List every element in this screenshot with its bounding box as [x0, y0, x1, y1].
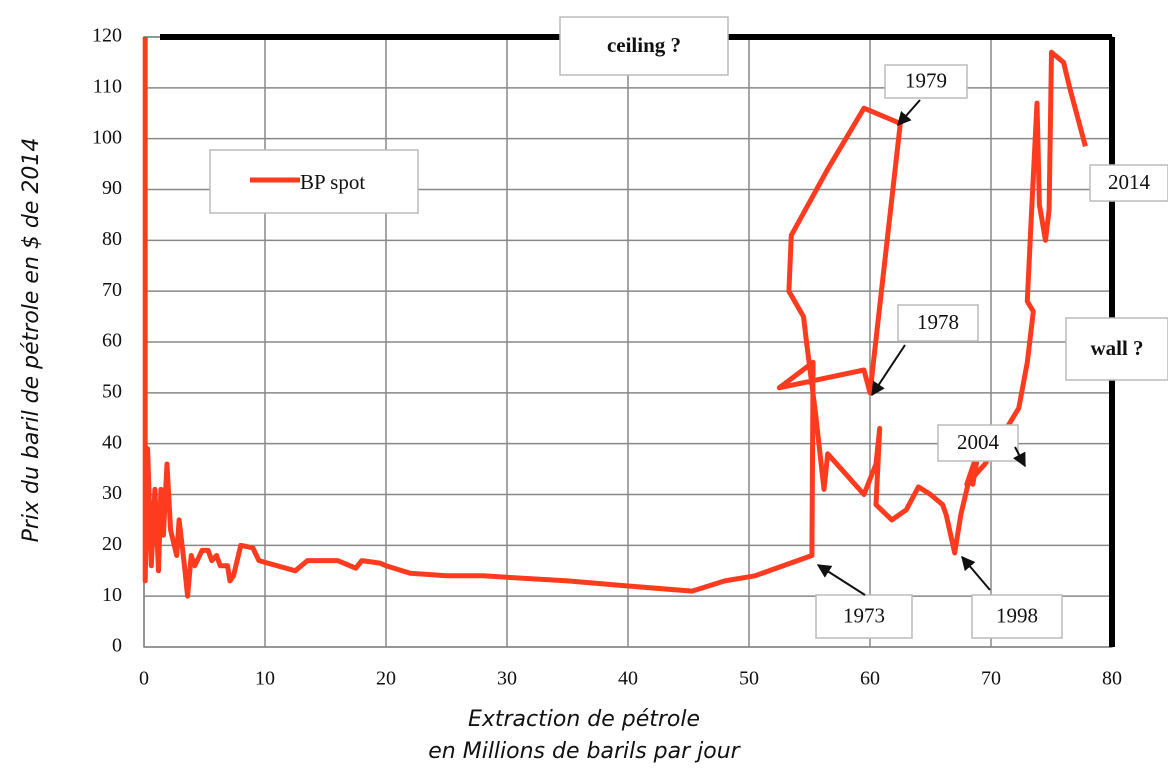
annotation-label: ceiling ?	[607, 33, 681, 57]
y-tick-label: 110	[93, 75, 122, 97]
legend-label: BP spot	[300, 170, 365, 194]
annotation-box	[971, 594, 1063, 639]
y-tick-label: 50	[102, 380, 122, 402]
x-tick-label: 0	[139, 668, 149, 690]
y-tick-label: 120	[92, 25, 122, 47]
x-tick-label: 70	[981, 668, 1001, 690]
legend-box	[209, 149, 419, 214]
annotation-arrow	[1012, 446, 1026, 468]
annotation-label: 2004	[957, 430, 1000, 454]
annotation-arrow	[816, 564, 866, 596]
annotations: BP spot ceiling ? wall ? 1979 2014 1978 2004 19…	[209, 16, 1168, 639]
annotation-label: 1998	[996, 603, 1038, 627]
x-axis-label: en Millions de barils par jour	[428, 739, 741, 764]
x-axis-label: Extraction de pétrole	[468, 707, 700, 732]
annotation-arrow	[871, 344, 906, 397]
annotation-box	[815, 594, 913, 639]
annotation-label: 1978	[917, 310, 959, 334]
annotation-box	[937, 424, 1019, 462]
annotation-box	[897, 304, 979, 342]
annotation-box	[1065, 317, 1168, 381]
y-tick-label: 40	[102, 431, 122, 453]
annotation-label: 2014	[1108, 170, 1151, 194]
x-tick-label: 80	[1102, 668, 1122, 690]
x-tick-label: 30	[497, 668, 517, 690]
y-axis-label: Prix du baril de pétrole en $ de 2014	[19, 138, 44, 543]
y-tick-label: 0	[112, 635, 122, 657]
x-tick-label: 40	[618, 668, 638, 690]
y-tick-label: 20	[102, 533, 122, 555]
data-line	[142, 37, 1088, 599]
y-tick-label: 90	[102, 177, 122, 199]
annotation-box	[884, 64, 968, 99]
annotation-arrow	[897, 99, 921, 127]
annotation-label: wall ?	[1090, 336, 1143, 360]
y-tick-label: 30	[102, 482, 122, 504]
annotation-box	[1089, 164, 1168, 202]
annotation-label: 1979	[905, 68, 947, 92]
x-tick-label: 60	[860, 668, 880, 690]
x-tick-label: 20	[376, 668, 396, 690]
x-tick-label: 10	[255, 668, 275, 690]
annotation-label: 1973	[843, 603, 885, 627]
annotation-box	[559, 16, 729, 76]
y-tick-label: 10	[102, 584, 122, 606]
annotation-arrow	[961, 555, 991, 591]
y-tick-label: 70	[102, 279, 122, 301]
y-tick-label: 60	[102, 330, 122, 352]
y-tick-label: 80	[102, 228, 122, 250]
grid: 0 10 20 30 40 50 60 70 80 90 100 110 120 0 10 20 30 40 50 6…	[92, 25, 1122, 690]
y-tick-label: 100	[92, 126, 122, 148]
x-tick-label: 50	[739, 668, 759, 690]
